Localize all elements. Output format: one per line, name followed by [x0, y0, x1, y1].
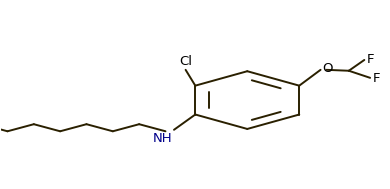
Text: O: O [323, 62, 333, 75]
Text: F: F [373, 72, 380, 85]
Text: NH: NH [152, 132, 172, 145]
Text: Cl: Cl [179, 55, 192, 68]
Text: F: F [367, 53, 374, 66]
